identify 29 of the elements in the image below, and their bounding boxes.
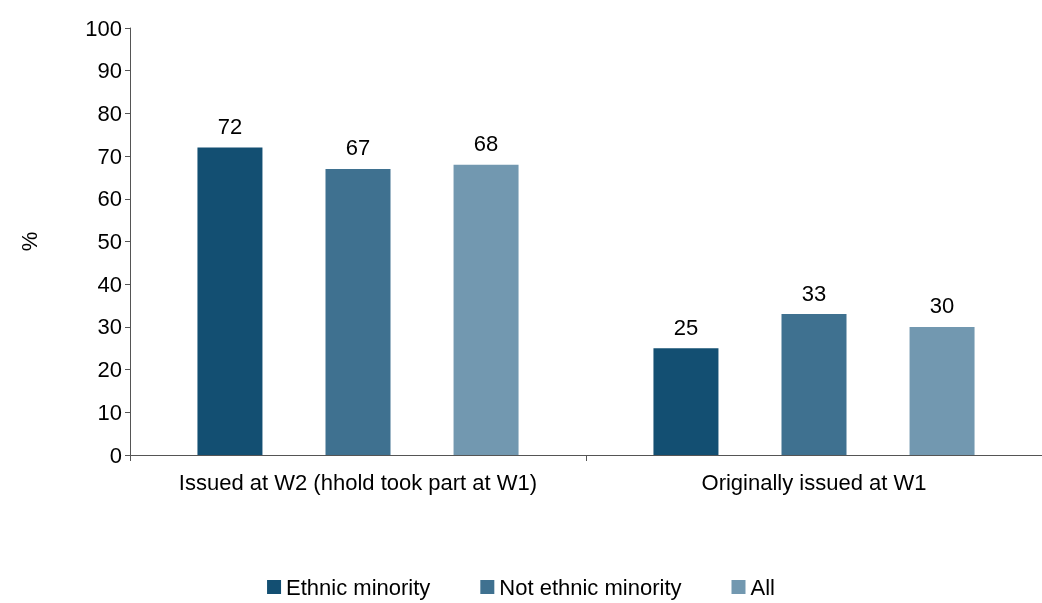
bar [781, 314, 847, 455]
y-tick-label: 50 [97, 229, 122, 254]
bar [325, 168, 391, 455]
bar [653, 348, 719, 455]
bar [909, 326, 975, 455]
y-tick-label: 0 [109, 442, 122, 468]
data-label: 67 [345, 135, 371, 161]
data-label: 72 [217, 114, 243, 140]
x-tick-label: Issued at W2 (hhold took part at W1) [178, 469, 538, 495]
bar [197, 147, 263, 455]
bar [453, 164, 519, 455]
data-label: 33 [801, 280, 827, 306]
y-tick-label: 20 [97, 357, 122, 383]
legend-label: Ethnic minority [286, 574, 431, 600]
y-tick-label: 30 [97, 314, 122, 340]
y-tick-label: 70 [97, 143, 122, 169]
y-axis-title: % [16, 231, 42, 252]
legend-label: All [750, 574, 775, 600]
y-tick-label: 80 [97, 100, 122, 126]
y-tick-label: 90 [97, 58, 122, 84]
y-tick-label: 100 [85, 15, 122, 41]
data-label: 30 [929, 293, 955, 319]
data-label: 25 [673, 314, 699, 340]
y-tick-label: 10 [97, 399, 122, 425]
legend-label: Not ethnic minority [499, 574, 682, 600]
data-label: 68 [473, 131, 499, 157]
x-tick-label: Originally issued at W1 [701, 469, 927, 495]
y-tick-label: 40 [97, 271, 122, 297]
y-tick-label: 60 [97, 186, 122, 212]
